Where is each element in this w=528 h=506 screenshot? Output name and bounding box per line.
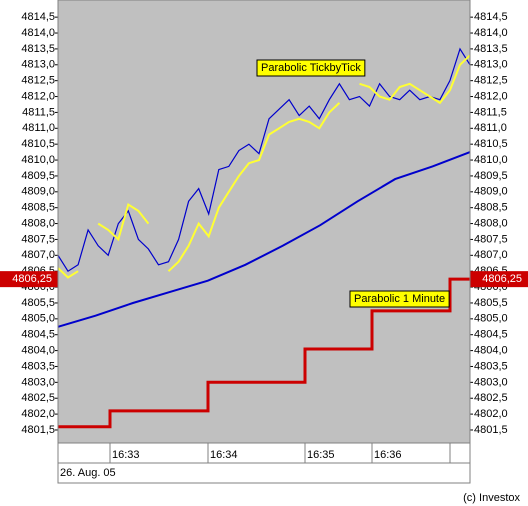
- y-tick-label: 4802,0: [474, 408, 508, 420]
- y-tick-label: 4814,0: [474, 27, 508, 39]
- y-tick-label: 4807,0: [474, 249, 508, 261]
- y-tick-label: 4810,0: [21, 154, 55, 166]
- value-label: 4806,25: [482, 273, 522, 285]
- y-tick-label: 4813,0: [21, 59, 55, 71]
- y-tick-label: 4803,0: [474, 376, 508, 388]
- y-tick-label: 4813,0: [474, 59, 508, 71]
- y-tick-label: 4811,5: [22, 106, 55, 118]
- y-tick-label: 4802,5: [21, 392, 55, 404]
- y-tick-label: 4813,5: [474, 43, 508, 55]
- series-line: [57, 151, 471, 328]
- y-tick-label: 4810,5: [474, 138, 508, 150]
- y-tick-label: 4814,0: [21, 27, 55, 39]
- legend-label: Parabolic TickbyTick: [261, 62, 361, 74]
- value-tag: [470, 271, 528, 288]
- y-tick-label: 4803,0: [21, 376, 55, 388]
- y-tick-label: 4812,0: [21, 90, 55, 102]
- value-tag: [0, 271, 58, 288]
- y-tick-label: 4802,5: [474, 392, 508, 404]
- y-tick-label: 4804,5: [21, 329, 55, 341]
- x-tick-label: 16:34: [210, 449, 238, 461]
- y-tick-label: 4811,0: [474, 122, 507, 134]
- y-tick-label: 4814,5: [21, 11, 55, 23]
- y-tick-label: 4805,5: [474, 297, 508, 309]
- y-tick-label: 4809,0: [21, 186, 55, 198]
- date-row: [57, 462, 471, 484]
- y-tick-label: 4812,5: [474, 75, 508, 87]
- value-label: 4806,25: [12, 273, 52, 285]
- y-tick-label: 4808,5: [474, 202, 508, 214]
- y-tick-label: 4805,0: [21, 313, 55, 325]
- y-tick-label: 4808,0: [21, 217, 55, 229]
- y-tick-label: 4810,5: [21, 138, 55, 150]
- legend-label: Parabolic 1 Minute: [354, 293, 445, 305]
- y-tick-label: 4811,0: [22, 122, 55, 134]
- legend-box: [349, 290, 450, 308]
- y-tick-label: 4804,0: [474, 344, 508, 356]
- y-tick-label: 4807,5: [21, 233, 55, 245]
- y-tick-label: 4810,0: [474, 154, 508, 166]
- y-tick-label: 4812,5: [21, 75, 55, 87]
- y-tick-label: 4808,5: [21, 202, 55, 214]
- series-line: [57, 54, 471, 279]
- y-tick-label: 4809,0: [474, 186, 508, 198]
- series-line: [58, 277, 470, 429]
- date-label: 26. Aug. 05: [60, 467, 116, 479]
- legend-box: [256, 59, 366, 77]
- y-tick-label: 4813,5: [21, 43, 55, 55]
- y-tick-label: 4803,5: [474, 360, 508, 372]
- y-tick-label: 4814,5: [474, 11, 508, 23]
- y-tick-label: 4802,0: [21, 408, 55, 420]
- x-tick-label: 16:33: [112, 449, 140, 461]
- y-tick-label: 4812,0: [474, 90, 508, 102]
- y-tick-label: 4807,0: [21, 249, 55, 261]
- x-tick-label: 16:36: [374, 449, 402, 461]
- y-tick-label: 4804,0: [21, 344, 55, 356]
- y-tick-label: 4809,5: [21, 170, 55, 182]
- y-tick-label: 4808,0: [474, 217, 508, 229]
- y-tick-label: 4805,5: [21, 297, 55, 309]
- credit: (c) Investox: [463, 492, 520, 504]
- x-tick-label: 16:35: [307, 449, 335, 461]
- y-tick-label: 4801,5: [21, 424, 55, 436]
- y-tick-label: 4801,5: [474, 424, 508, 436]
- plot-border: [57, 0, 471, 444]
- y-tick-label: 4809,5: [474, 170, 508, 182]
- y-tick-label: 4805,0: [474, 313, 508, 325]
- y-tick-label: 4804,5: [474, 329, 508, 341]
- y-tick-label: 4807,5: [474, 233, 508, 245]
- y-tick-label: 4803,5: [21, 360, 55, 372]
- y-tick-label: 4811,5: [474, 106, 507, 118]
